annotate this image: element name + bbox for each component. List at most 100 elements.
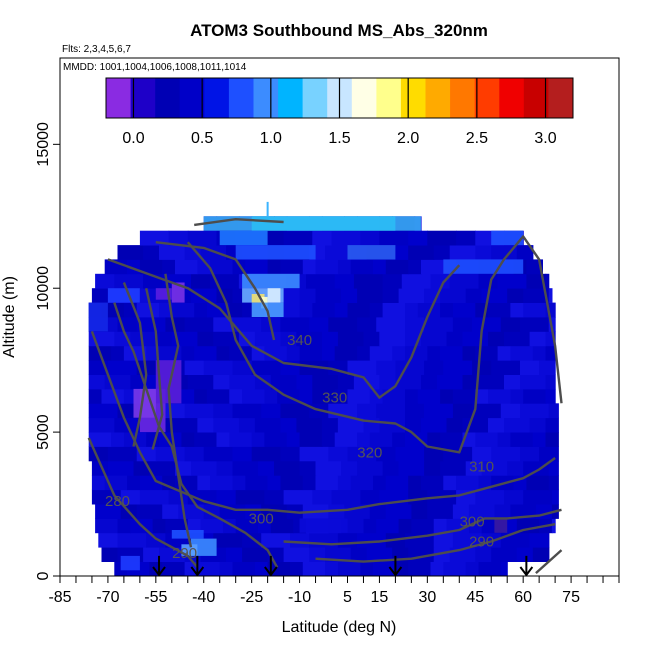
heatmap-cell <box>405 302 419 318</box>
heatmap-cell <box>532 547 550 562</box>
heatmap-cell <box>168 489 189 505</box>
heatmap-cell <box>95 504 122 519</box>
heatmap-cell <box>472 360 492 375</box>
heatmap-cell <box>500 403 521 419</box>
contour-line <box>186 235 563 454</box>
heatmap-cell <box>360 561 374 577</box>
heatmap-cell <box>91 475 106 491</box>
heatmap-cell <box>504 489 524 505</box>
colorbar-swatch <box>253 78 279 118</box>
heatmap-cell <box>440 345 464 361</box>
heatmap-cell <box>353 273 384 289</box>
heatmap-cell <box>360 230 381 246</box>
heatmap-cell <box>421 259 444 275</box>
heatmap-cell <box>539 446 559 462</box>
heatmap-cell <box>280 446 301 462</box>
heatmap-cell <box>194 432 218 447</box>
heatmap-cell <box>181 345 195 361</box>
heatmap-cell <box>488 417 505 433</box>
colorbar-swatch <box>523 78 549 118</box>
colorbar: 0.0 0.5 1.0 1.5 2.0 2.5 3.0 <box>105 77 574 147</box>
heatmap-cell <box>321 432 336 447</box>
heatmap-cell <box>101 547 119 562</box>
heatmap-cell <box>452 504 470 519</box>
contour-label: 340 <box>287 332 312 349</box>
heatmap-cell <box>88 374 106 390</box>
heatmap-cell <box>465 561 480 577</box>
heatmap-cell <box>280 475 304 491</box>
heatmap-cell <box>251 360 281 375</box>
heatmap-cell <box>497 273 527 289</box>
heatmap-cell <box>427 504 454 519</box>
contour-line <box>315 523 556 563</box>
heatmap-cell <box>366 547 393 562</box>
heatmap-cell <box>532 432 547 447</box>
heatmap-cell <box>321 331 339 347</box>
heatmap-patch <box>491 230 524 246</box>
heatmap-cell <box>427 432 441 447</box>
y-axis-label: Altitude (m) <box>1 276 18 358</box>
heatmap-cell <box>306 273 336 289</box>
heatmap-cell <box>203 504 221 519</box>
heatmap-cell <box>88 403 118 419</box>
heatmap-cell <box>315 475 339 491</box>
heatmap-cell <box>478 561 502 577</box>
heatmap-cell <box>312 489 333 505</box>
heatmap-cell <box>510 432 534 447</box>
heatmap-cell <box>545 374 556 390</box>
heatmap-cell <box>382 273 403 289</box>
heatmap-cell <box>392 245 409 260</box>
heatmap-cell <box>235 489 265 505</box>
heatmap-cell <box>385 259 409 275</box>
heatmap-patch <box>181 544 198 556</box>
heatmap-cell <box>532 345 547 361</box>
heatmap-cell <box>405 417 422 433</box>
x-tick-label: -25 <box>240 589 263 606</box>
heatmap-cell <box>548 475 559 491</box>
heatmap-cell <box>369 302 384 318</box>
heatmap-cell <box>328 446 349 462</box>
heatmap-cell <box>216 432 230 447</box>
colorbar-swatch <box>130 78 156 118</box>
heatmap-cell <box>334 388 349 404</box>
heatmap-cell <box>334 345 358 361</box>
heatmap-cell <box>382 302 406 318</box>
heatmap-cell <box>440 288 467 303</box>
heatmap-cell <box>408 561 432 577</box>
heatmap-cell <box>481 288 508 303</box>
heatmap-cell <box>341 288 358 303</box>
heatmap-cell <box>452 302 476 318</box>
heatmap-cell <box>443 360 473 375</box>
heatmap-cell <box>302 259 317 275</box>
heatmap-cell <box>251 345 266 361</box>
heatmap-cell <box>379 374 396 390</box>
heatmap-cell <box>309 532 339 548</box>
heatmap-cell <box>379 417 406 433</box>
heatmap-cell <box>475 547 492 562</box>
heatmap-cell <box>299 302 313 318</box>
heatmap-cell <box>232 360 253 375</box>
contour-label: 290 <box>469 534 494 551</box>
flights-label: Flts: 2,3,4,5,6,7 <box>62 44 131 55</box>
heatmap-cell <box>104 259 128 275</box>
heatmap-cell <box>159 245 186 260</box>
heatmap-cell <box>95 273 115 289</box>
heatmap-cell <box>325 547 352 562</box>
heatmap-cell <box>254 331 282 347</box>
heatmap-cell <box>350 475 374 491</box>
heatmap-cell <box>296 417 323 433</box>
heatmap-cell <box>315 259 339 275</box>
flight-arrow <box>388 555 403 577</box>
heatmap-cell <box>162 561 186 577</box>
colorbar-swatch <box>179 78 205 118</box>
heatmap-cell <box>280 331 297 347</box>
heatmap-cell <box>382 388 406 404</box>
heatmap-cell <box>194 302 208 318</box>
heatmap-cell <box>232 317 262 332</box>
colorbar-swatch <box>548 78 574 118</box>
heatmap-cell <box>433 245 451 260</box>
heatmap-cell <box>411 518 435 534</box>
heatmap-cell <box>107 446 138 462</box>
heatmap-cell <box>548 403 559 419</box>
heatmap-cell <box>280 259 304 275</box>
